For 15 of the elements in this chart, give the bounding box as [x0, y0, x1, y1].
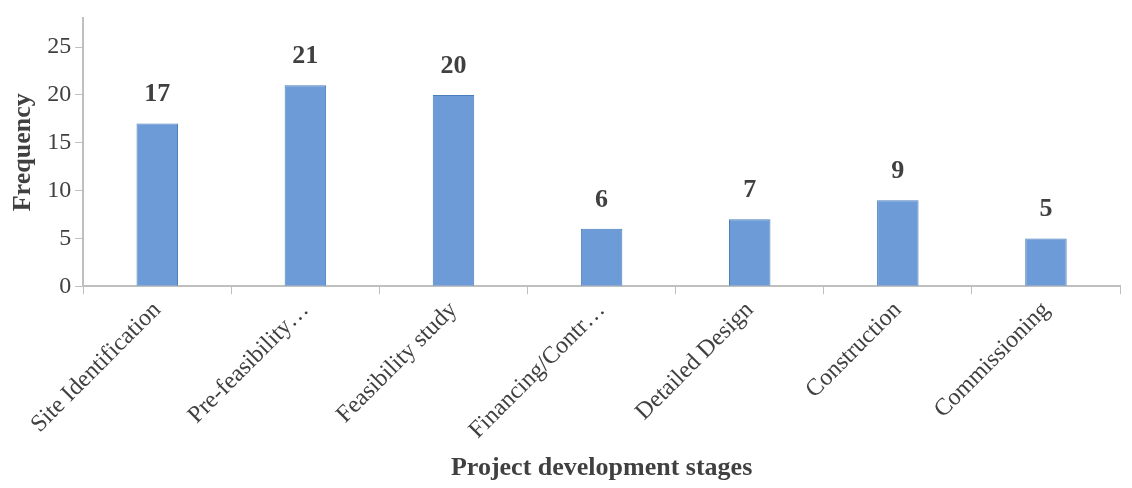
data-label: 5 [1039, 193, 1053, 223]
y-tick-label: 10 [47, 175, 72, 202]
y-tick-label: 25 [47, 32, 72, 59]
data-label: 7 [743, 173, 757, 203]
data-label: 21 [292, 40, 319, 70]
y-tick-label: 5 [59, 223, 72, 250]
data-label: 17 [144, 78, 171, 108]
y-axis-title: Frequency [7, 93, 37, 212]
data-label: 6 [595, 183, 609, 213]
y-tick-label: 20 [47, 80, 72, 107]
data-label: 20 [440, 49, 467, 79]
y-tick-label: 15 [47, 128, 72, 155]
x-axis-title: Project development stages [450, 452, 753, 482]
y-tick-label: 0 [59, 271, 72, 298]
data-label: 9 [891, 154, 905, 184]
